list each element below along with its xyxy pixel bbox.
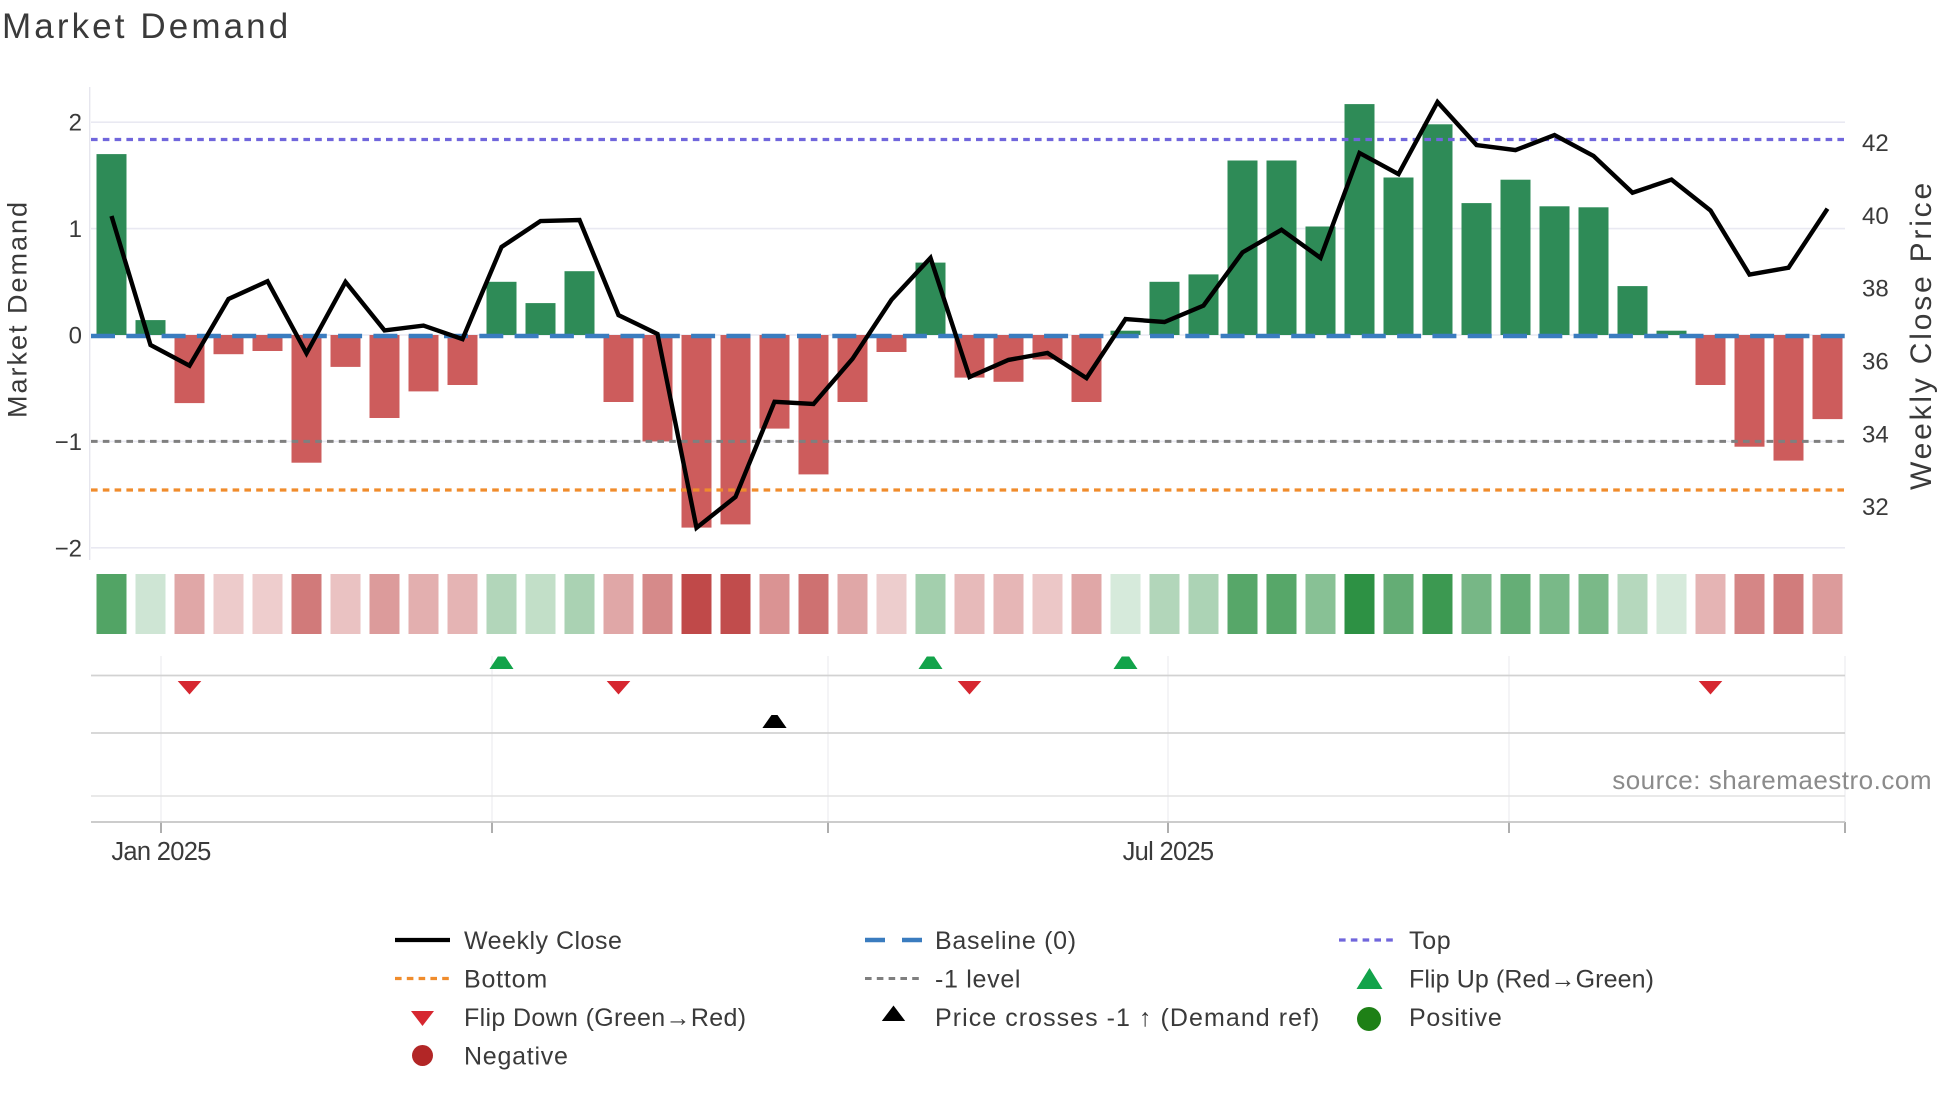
svg-text:-1 level: -1 level	[935, 966, 1021, 994]
svg-text:Top: Top	[1409, 927, 1451, 955]
svg-text:Price crosses -1 ↑ (Demand ref: Price crosses -1 ↑ (Demand ref)	[935, 1004, 1320, 1032]
svg-text:source: sharemaestro.com: source: sharemaestro.com	[1612, 765, 1932, 795]
svg-text:Weekly Close Price: Weekly Close Price	[1905, 180, 1938, 490]
svg-text:2: 2	[69, 110, 82, 137]
svg-text:−2: −2	[55, 535, 82, 562]
svg-text:38: 38	[1862, 276, 1889, 303]
svg-text:34: 34	[1862, 421, 1889, 448]
svg-text:Jul 2025: Jul 2025	[1123, 838, 1214, 866]
svg-text:1: 1	[69, 216, 82, 243]
svg-text:Weekly Close: Weekly Close	[464, 927, 622, 955]
svg-text:32: 32	[1862, 494, 1889, 521]
svg-text:42: 42	[1862, 130, 1889, 157]
svg-text:Market Demand: Market Demand	[2, 7, 291, 46]
svg-text:Flip Up (Red→Green): Flip Up (Red→Green)	[1409, 966, 1654, 994]
svg-text:40: 40	[1862, 203, 1889, 230]
svg-text:Market Demand: Market Demand	[3, 200, 33, 418]
svg-text:0: 0	[69, 323, 82, 350]
svg-text:Positive: Positive	[1409, 1004, 1503, 1032]
svg-text:Flip Down (Green→Red): Flip Down (Green→Red)	[464, 1004, 746, 1032]
svg-text:36: 36	[1862, 349, 1889, 376]
svg-text:−1: −1	[55, 429, 82, 456]
svg-text:Baseline (0): Baseline (0)	[935, 927, 1077, 955]
svg-text:Negative: Negative	[464, 1043, 569, 1071]
svg-text:Bottom: Bottom	[464, 966, 548, 994]
svg-text:Jan 2025: Jan 2025	[111, 838, 211, 866]
